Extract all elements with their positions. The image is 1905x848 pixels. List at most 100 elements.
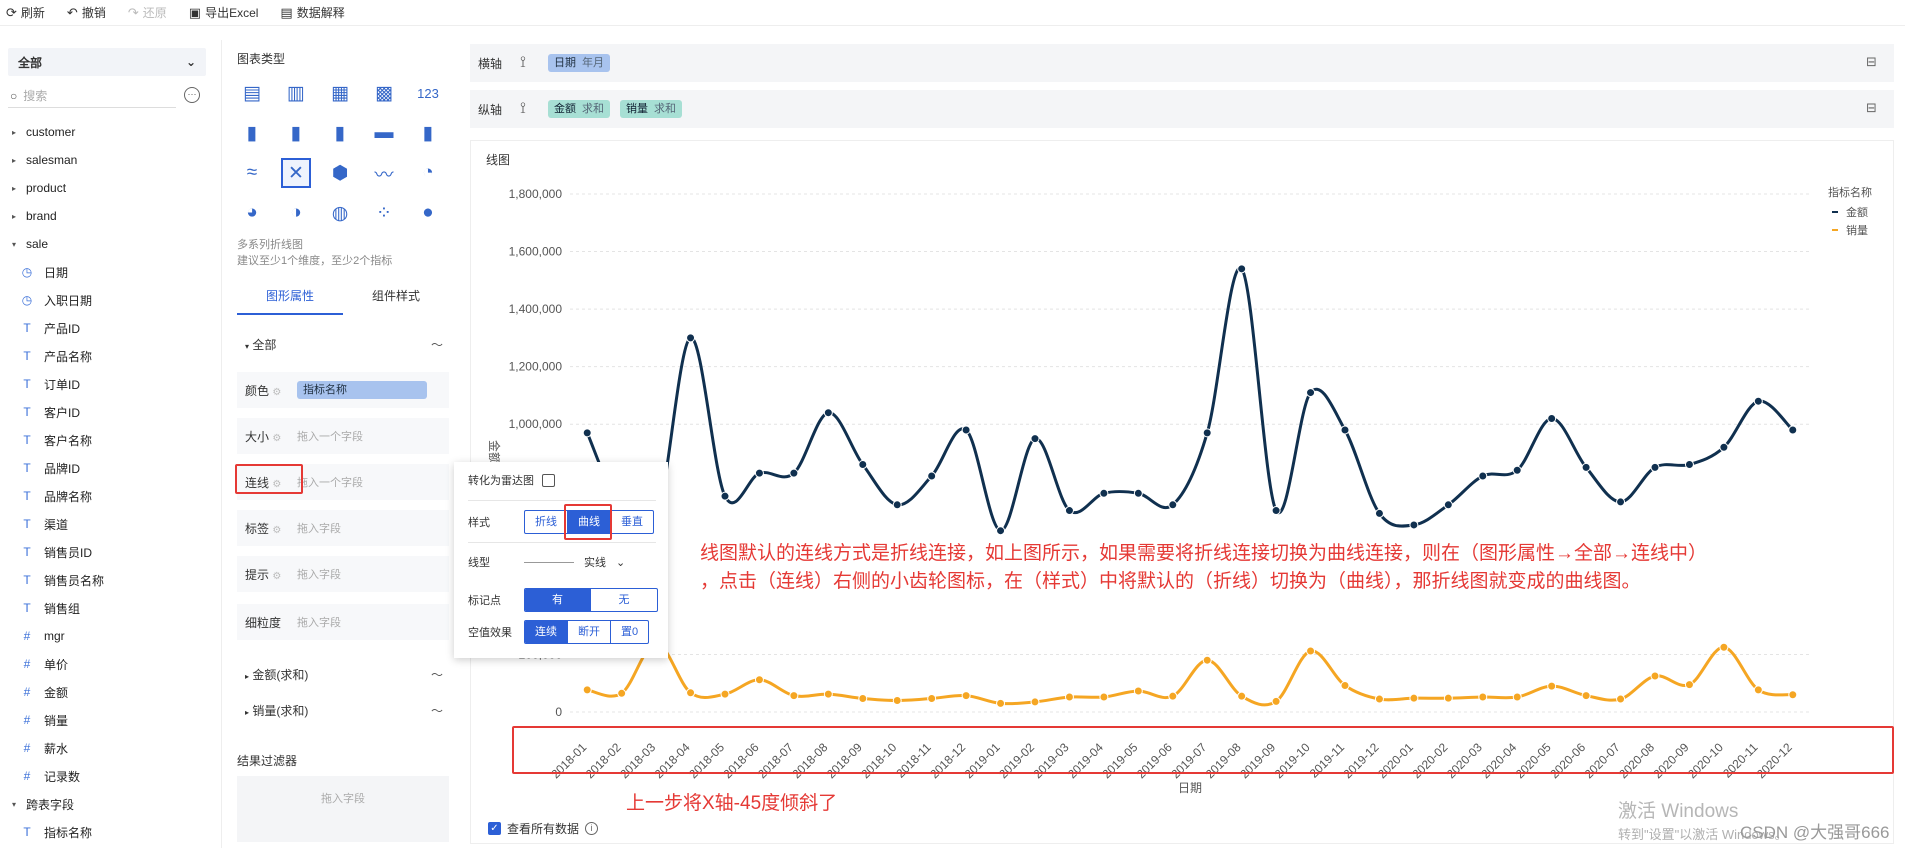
data-explain-button[interactable]: ▤ 数据解释 — [280, 4, 345, 21]
chart-type-rose-icon[interactable]: ◍ — [331, 202, 349, 224]
line-settings-popup: 转化为雷达图 样式 折线 曲线 垂直 线型 实线 ⌄ 标记点 有无 空值效果 连续 断开… — [454, 462, 668, 658]
field-item[interactable]: # 记录数 — [0, 762, 218, 790]
field-item[interactable]: # 销量 — [0, 706, 218, 734]
table-node[interactable]: ▸ brand — [12, 209, 57, 223]
data-point — [1064, 692, 1074, 702]
field-item[interactable]: T 渠道 — [0, 510, 218, 538]
refresh-button[interactable]: ⟳ 刷新 — [6, 4, 45, 21]
property-dropzone[interactable]: 拖入一个字段 — [297, 477, 363, 489]
y-axis-icon[interactable]: ⟟ — [520, 100, 526, 117]
gear-icon[interactable]: ⚙ — [272, 570, 282, 582]
y-field-chip-volume[interactable]: 销量 求和 — [619, 100, 682, 118]
property-dropzone[interactable]: 拖入字段 — [297, 617, 341, 629]
property-dropzone[interactable]: 指标名称 — [297, 381, 449, 399]
chart-type-grouped-table-icon[interactable]: ▦ — [331, 82, 349, 104]
field-item[interactable]: T 订单ID — [0, 370, 218, 398]
chart-type-grouped-column-icon[interactable]: ▮ — [422, 122, 434, 144]
empty-continuous[interactable]: 连续 — [525, 621, 568, 643]
field-item[interactable]: T 品牌ID — [0, 454, 218, 482]
field-item[interactable]: T 产品名称 — [0, 342, 218, 370]
chart-type-gauge-icon[interactable]: ◔ — [422, 162, 434, 183]
measure-amount-section[interactable]: ▸ 金额(求和) 〜 — [245, 667, 443, 682]
gear-icon[interactable]: ⚙ — [272, 478, 282, 490]
chart-type-pie-icon[interactable]: ◕ — [246, 202, 258, 223]
empty-zero[interactable]: 置0 — [621, 626, 639, 638]
property-dropzone[interactable]: 拖入一个字段 — [297, 431, 363, 443]
tab-graph-properties[interactable]: 图形属性 — [237, 285, 343, 315]
scope-select[interactable]: 全部 ⌄ — [8, 48, 206, 76]
lock-icon[interactable]: ⊟ — [1866, 100, 1877, 115]
cross-table-node[interactable]: ▾ 跨表字段 — [12, 797, 75, 812]
marker-off[interactable]: 无 — [618, 594, 630, 606]
data-point — [1547, 413, 1557, 423]
field-item[interactable]: # 薪水 — [0, 734, 218, 762]
data-point — [1478, 471, 1488, 481]
field-search[interactable]: ○ 搜索 — [8, 84, 176, 108]
field-item[interactable]: # mgr — [0, 622, 218, 650]
x-axis-icon[interactable]: ⟟ — [520, 54, 526, 71]
data-point — [1099, 692, 1109, 702]
style-polyline[interactable]: 折线 — [525, 511, 568, 533]
tab-component-style[interactable]: 组件样式 — [371, 289, 420, 303]
chart-type-area-icon[interactable]: 〰 — [374, 164, 394, 186]
export-excel-button[interactable]: ▣ 导出Excel — [188, 4, 259, 21]
chart-type-donut-icon[interactable]: ◑ — [290, 202, 302, 223]
field-item[interactable]: T 品牌名称 — [0, 482, 218, 510]
chart-type-cross-table-icon[interactable]: ▥ — [287, 82, 305, 104]
result-filter-dropzone[interactable]: 拖入字段 — [237, 776, 449, 842]
table-node[interactable]: ▸ product — [12, 181, 67, 195]
table-node-sale[interactable]: ▾ sale — [12, 237, 49, 251]
empty-break[interactable]: 断开 — [568, 621, 611, 643]
data-point — [1306, 388, 1316, 398]
field-item[interactable]: # 单价 — [0, 650, 218, 678]
field-item[interactable]: ◷ 日期 — [0, 258, 218, 286]
table-node[interactable]: ▸ customer — [12, 125, 76, 139]
radar-checkbox[interactable] — [542, 473, 555, 487]
data-point — [1237, 691, 1247, 701]
chart-type-kpi-icon[interactable]: ▩ — [375, 82, 393, 104]
marker-on[interactable]: 有 — [525, 589, 591, 611]
data-point — [1030, 697, 1040, 707]
line-chart-icon: 〜 — [430, 703, 443, 718]
chart-type-bubble-icon[interactable]: ● — [422, 202, 434, 223]
chart-type-wave-icon[interactable]: ≈ — [246, 162, 258, 183]
property-dropzone[interactable]: 拖入字段 — [297, 523, 341, 535]
field-item[interactable]: T 产品ID — [0, 314, 218, 342]
field-item[interactable]: ◷ 入职日期 — [0, 286, 218, 314]
x-field-chip[interactable]: 日期 年月 — [547, 54, 610, 72]
chart-type-range-bar-icon[interactable]: ▬ — [374, 122, 394, 143]
field-item[interactable]: T 销售组 — [0, 594, 218, 622]
chart-type-column-icon[interactable]: ▮ — [334, 122, 346, 144]
chart-type-bar-icon[interactable]: ▮ — [246, 122, 258, 144]
field-item[interactable]: T 客户名称 — [0, 426, 218, 454]
line-type-select[interactable]: 实线 ⌄ — [524, 554, 654, 570]
lock-icon[interactable]: ⊟ — [1866, 54, 1877, 69]
chart-type-number-icon[interactable]: 123 — [417, 85, 439, 101]
field-item[interactable]: # 金额 — [0, 678, 218, 706]
table-node[interactable]: ▸ salesman — [12, 153, 78, 167]
chart-type-radar-hex-icon[interactable]: ⬢ — [331, 162, 349, 184]
all-section-header[interactable]: ▾ 全部〜 — [245, 337, 443, 352]
chart-type-multi-line-icon[interactable]: ✕ — [281, 158, 311, 188]
data-point — [720, 491, 730, 501]
chart-type-table-icon[interactable]: ▤ — [243, 82, 261, 104]
field-item[interactable]: T 指标名称 — [0, 818, 218, 846]
show-all-data-checkbox[interactable]: ✓ 查看所有数据 i — [488, 820, 599, 837]
style-vertical[interactable]: 垂直 — [621, 516, 643, 528]
more-icon[interactable]: ··· — [184, 87, 200, 103]
redo-button[interactable]: ↷ 还原 — [127, 4, 167, 21]
chart-type-stacked-bar-icon[interactable]: ▮ — [290, 122, 302, 144]
field-item[interactable]: T 销售员ID — [0, 538, 218, 566]
chart-type-scatter-icon[interactable]: ⁘ — [376, 202, 392, 224]
gear-icon[interactable]: ⚙ — [272, 386, 282, 398]
y-field-chip-amount[interactable]: 金额 求和 — [547, 100, 610, 118]
measure-volume-section[interactable]: ▸ 销量(求和) 〜 — [245, 703, 443, 718]
field-item[interactable]: T 客户ID — [0, 398, 218, 426]
property-dropzone[interactable]: 拖入字段 — [297, 569, 341, 581]
undo-button[interactable]: ↶ 撤销 — [66, 4, 106, 21]
top-toolbar: ⟳ 刷新 ↶ 撤销 ↷ 还原 ▣ 导出Excel ▤ 数据解释 — [0, 0, 1905, 26]
gear-icon[interactable]: ⚙ — [272, 524, 282, 536]
field-item[interactable]: T 销售员名称 — [0, 566, 218, 594]
gear-icon[interactable]: ⚙ — [272, 432, 282, 444]
data-point — [1099, 488, 1109, 498]
